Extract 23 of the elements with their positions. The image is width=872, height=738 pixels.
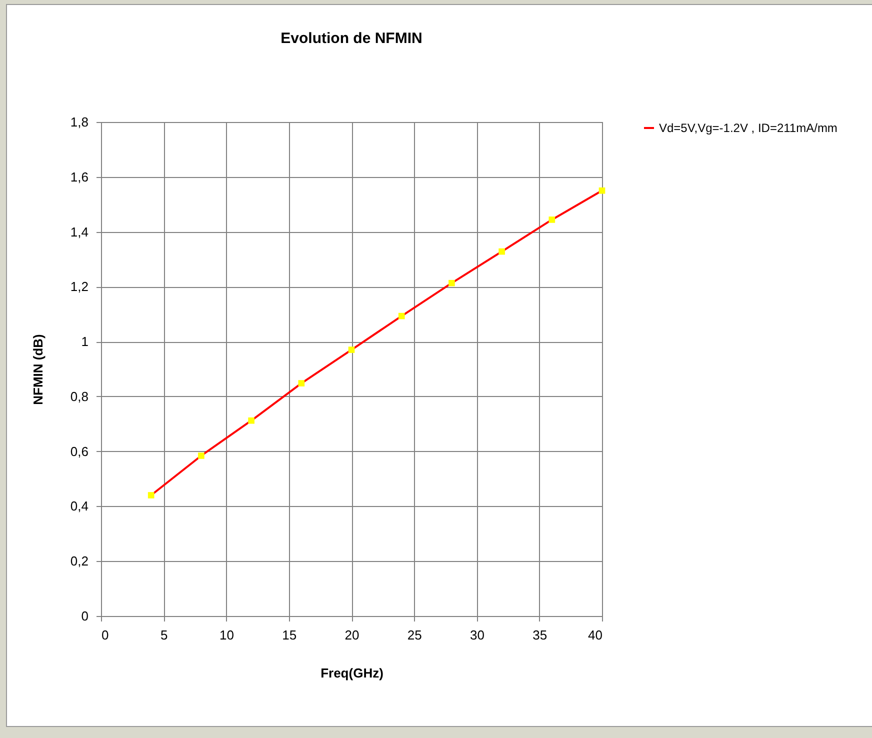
y-tick-label: 0 xyxy=(81,608,88,624)
x-tick-label: 10 xyxy=(220,628,234,642)
y-tick-label: 0,2 xyxy=(70,554,88,569)
y-tick-label: 0,6 xyxy=(70,444,88,459)
y-axis-title: NFMIN (dB) xyxy=(30,334,46,405)
y-tick-label: 1 xyxy=(81,334,88,350)
x-tick-label: 15 xyxy=(282,628,297,642)
x-axis-title: Freq(GHz) xyxy=(320,666,384,680)
y-tick-label: 1,8 xyxy=(70,114,88,130)
x-tick-label: 0 xyxy=(102,628,109,642)
legend-label: Vd=5V,Vg=-1.2V , ID=211mA/mm xyxy=(659,121,838,135)
y-tick-label: 1,4 xyxy=(70,224,88,240)
x-tick-label: 25 xyxy=(407,628,422,642)
y-tick-label: 0,8 xyxy=(70,388,88,404)
y-tick-label: 1,2 xyxy=(70,279,88,294)
x-tick-label: 30 xyxy=(470,628,484,642)
y-tick-label: 1,6 xyxy=(70,169,88,184)
x-tick-label: 20 xyxy=(344,628,360,642)
y-tick-label: 0,4 xyxy=(70,498,88,514)
chart-title: Evolution de NFMIN xyxy=(280,30,422,47)
x-tick-label: 40 xyxy=(588,628,602,642)
x-tick-label: 35 xyxy=(532,628,548,642)
x-tick-label: 5 xyxy=(160,628,168,642)
